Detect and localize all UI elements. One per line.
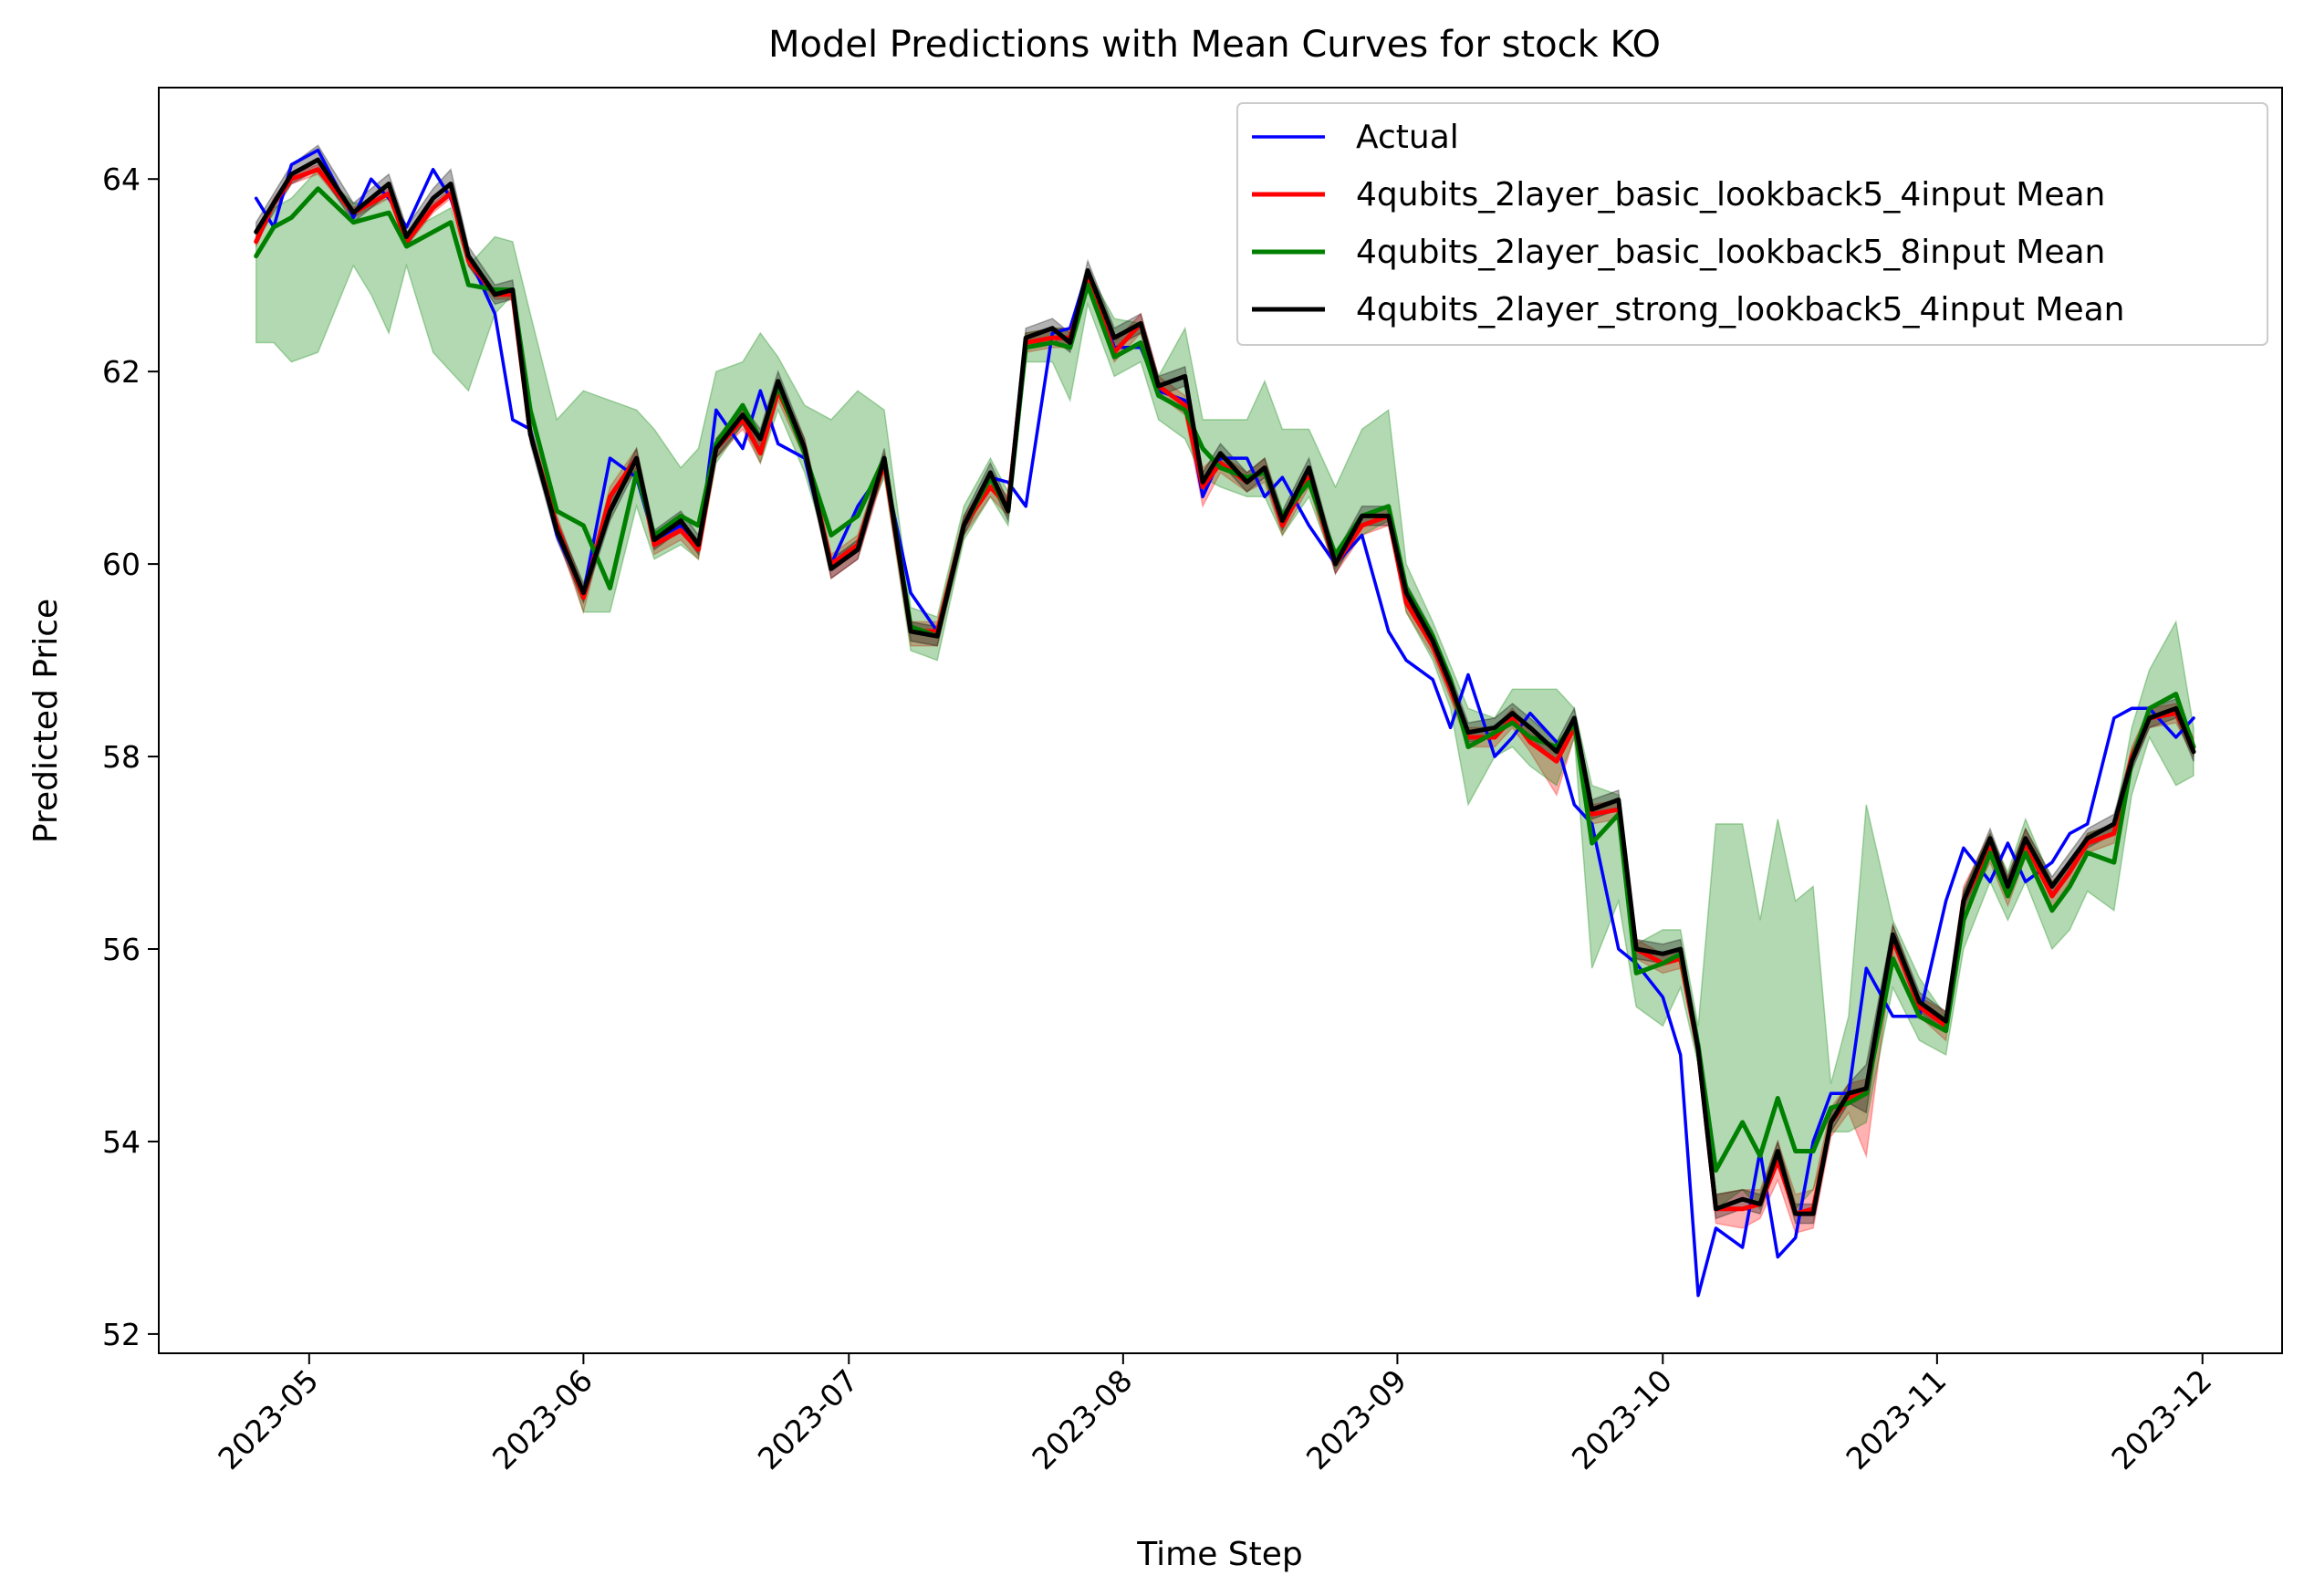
legend-label: 4qubits_2layer_basic_lookback5_8input Me… [1356,234,2105,271]
band-4qubits-2layer-basic-lookback5-4input-mean [255,163,2195,1235]
y-tick-label: 62 [102,354,141,390]
legend: Actual 4qubits_2layer_basic_lookback5_4in… [1236,102,2268,346]
y-tick-label: 58 [102,739,141,775]
y-axis: 52 54 56 58 60 62 64 [102,162,159,1352]
band-4qubits-2layer-basic-lookback5-8input-mean [255,168,2195,1211]
y-tick-label: 56 [102,932,141,967]
y-tick-label: 60 [102,547,141,582]
x-axis-label: Time Step [1136,1536,1303,1573]
y-axis-label: Predicted Price [27,599,65,843]
series-lines [254,148,2196,1298]
y-tick-label: 64 [102,162,141,197]
plot-area-frame [158,87,2283,1354]
legend-label: Actual [1356,119,1459,156]
chart-title: Model Predictions with Mean Curves for s… [768,24,1661,66]
series-line-4qubits-2layer-strong-lookback5-4input-mean [254,157,2196,1216]
legend-frame [1236,102,2268,346]
y-tick-label: 52 [102,1317,141,1352]
legend-label: 4qubits_2layer_basic_lookback5_4input Me… [1356,176,2105,214]
y-tick-label: 54 [102,1124,141,1160]
legend-label: 4qubits_2layer_strong_lookback5_4input M… [1356,291,2124,329]
